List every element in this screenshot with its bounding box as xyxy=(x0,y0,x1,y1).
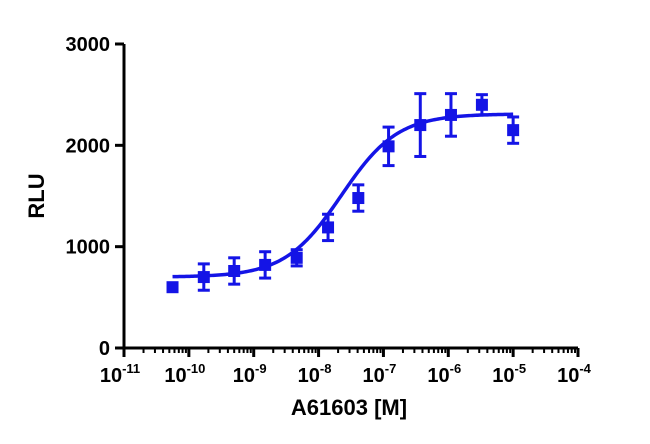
data-point xyxy=(382,140,395,153)
fit-curve xyxy=(172,112,514,279)
x-tick-label: 10-9 xyxy=(233,361,267,387)
x-axis-title: A61603 [M] xyxy=(291,395,407,420)
plot-area xyxy=(166,92,520,294)
data-point xyxy=(444,108,457,121)
y-axis: 0 1000 2000 3000 xyxy=(66,34,126,360)
x-tick-label: 10-10 xyxy=(164,361,205,387)
x-tick-label: 10-8 xyxy=(298,361,332,387)
y-tick-label: 2000 xyxy=(66,135,111,157)
x-tick-label: 10-4 xyxy=(557,361,592,387)
data-point xyxy=(259,258,272,271)
x-tick-label: 10-11 xyxy=(100,361,140,387)
x-tick-label: 10-7 xyxy=(363,361,397,387)
x-tick-label: 10-6 xyxy=(427,361,461,387)
y-tick-label: 1000 xyxy=(66,237,111,259)
x-tick-label: 10-5 xyxy=(492,361,526,387)
data-point xyxy=(507,124,520,137)
x-axis: 10-11 10-10 10-9 10-8 10-7 10-6 10-5 10-4 xyxy=(100,346,592,387)
data-point xyxy=(228,264,241,277)
y-tick-label: 3000 xyxy=(66,34,111,56)
data-point xyxy=(414,119,427,132)
data-point xyxy=(322,221,335,234)
y-axis-title: RLU xyxy=(24,173,49,218)
data-point xyxy=(475,98,488,111)
data-point xyxy=(290,251,303,264)
data-point xyxy=(166,281,179,294)
y-tick-label: 0 xyxy=(99,338,110,360)
data-point xyxy=(197,271,210,284)
data-point xyxy=(352,192,365,205)
